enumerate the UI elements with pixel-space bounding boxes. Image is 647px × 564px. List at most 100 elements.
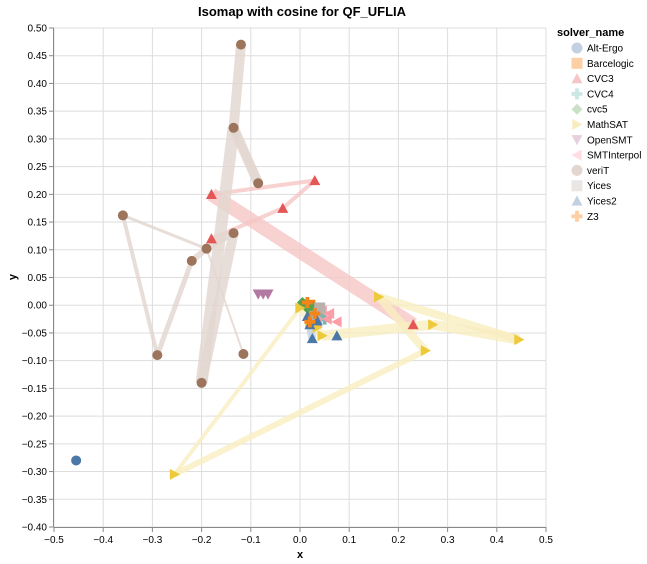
legend-label: CVC4 bbox=[587, 89, 614, 100]
legend-symbol-cvc4 bbox=[571, 88, 583, 100]
point-mathsat bbox=[317, 330, 328, 342]
legend-symbol-mathsat bbox=[572, 119, 583, 130]
y-axis-title: y bbox=[7, 273, 19, 280]
legend-title: solver_name bbox=[557, 27, 624, 39]
point-yices2 bbox=[306, 332, 318, 344]
point-verit bbox=[152, 350, 163, 361]
path-segment-verit bbox=[205, 248, 245, 355]
legend-label: Yices2 bbox=[587, 197, 617, 208]
legend-symbol-barcelogic bbox=[571, 57, 583, 69]
point-verit bbox=[238, 349, 249, 360]
path-segment-verit bbox=[120, 214, 160, 356]
y-tick-label: 0.35 bbox=[28, 107, 48, 118]
path-segment-verit bbox=[122, 214, 208, 251]
x-tick-label: −0.4 bbox=[93, 535, 113, 546]
point-verit bbox=[117, 210, 128, 221]
point-verit bbox=[186, 255, 197, 266]
point-yices bbox=[314, 302, 326, 314]
y-tick-label: 0.30 bbox=[28, 134, 48, 145]
path-segment-verit bbox=[196, 232, 239, 384]
y-tick-label: 0.50 bbox=[28, 24, 48, 35]
point-cvc3 bbox=[309, 174, 321, 186]
y-tick-label: 0.00 bbox=[28, 301, 48, 312]
legend-label: Z3 bbox=[587, 212, 599, 223]
path-segment-mathsat bbox=[377, 293, 521, 344]
legend-label: Alt-Ergo bbox=[587, 44, 624, 55]
grid bbox=[53, 27, 547, 528]
legend-symbol-yices bbox=[571, 180, 583, 192]
y-tick-label: −0.35 bbox=[22, 495, 48, 506]
legend: solver_name Alt-Ergo Barcelogic CVC3 CVC4 cv… bbox=[557, 27, 641, 223]
legend-symbol-opensmt bbox=[571, 135, 583, 146]
point-opensmt bbox=[262, 289, 274, 300]
x-tick-label: 0.0 bbox=[293, 535, 307, 546]
point-verit bbox=[201, 243, 212, 254]
x-tick-label: −0.1 bbox=[241, 535, 261, 546]
legend-symbol-alt-ergo bbox=[571, 42, 583, 54]
point-mathsat bbox=[374, 291, 385, 303]
legend-label: cvc5 bbox=[587, 105, 608, 116]
y-tick-label: 0.20 bbox=[28, 190, 48, 201]
x-tick-label: 0.2 bbox=[391, 535, 405, 546]
point-verit bbox=[235, 39, 246, 50]
x-tick-label: 0.3 bbox=[441, 535, 455, 546]
point-mathsat bbox=[169, 468, 181, 480]
legend-label: Barcelogic bbox=[587, 59, 634, 70]
point-yices2 bbox=[331, 330, 343, 341]
legend-label: SMTInterpol bbox=[587, 151, 641, 162]
point-verit bbox=[253, 178, 264, 189]
y-tick-label: 0.40 bbox=[28, 79, 48, 90]
legend-symbol-cvc3 bbox=[571, 73, 583, 84]
chart-title: Isomap with cosine for QF_UFLIA bbox=[198, 4, 407, 19]
legend-label: veriT bbox=[587, 166, 609, 177]
point-z3 bbox=[304, 316, 316, 328]
data-points bbox=[71, 39, 525, 480]
point-cvc3 bbox=[205, 188, 217, 200]
y-tick-label: −0.05 bbox=[22, 328, 48, 339]
y-tick-label: 0.15 bbox=[28, 218, 48, 229]
path-segment-verit bbox=[154, 260, 195, 356]
legend-label: MathSAT bbox=[587, 120, 628, 131]
legend-symbol-verit bbox=[571, 164, 583, 176]
point-cvc3 bbox=[205, 233, 217, 244]
axes: −0.5 −0.4 −0.3 −0.2 −0.1 0.0 0.1 0.2 0.3 0.4 0.5 0.… bbox=[22, 24, 554, 547]
y-tick-label: −0.25 bbox=[22, 439, 48, 450]
point-z3 bbox=[301, 296, 313, 308]
legend-label: CVC3 bbox=[587, 74, 614, 85]
path-segment-verit bbox=[228, 44, 246, 129]
x-tick-label: −0.3 bbox=[143, 535, 163, 546]
point-mathsat bbox=[514, 334, 525, 346]
y-tick-label: −0.30 bbox=[22, 467, 48, 478]
path-segment-mathsat bbox=[172, 306, 302, 476]
x-tick-label: 0.5 bbox=[539, 535, 553, 546]
point-cvc3 bbox=[277, 202, 289, 213]
y-tick-label: 0.25 bbox=[28, 162, 48, 173]
y-tick-label: 0.05 bbox=[28, 273, 48, 284]
point-smtinterpol bbox=[321, 313, 332, 325]
legend-symbol-yices2 bbox=[571, 195, 583, 206]
point-verit bbox=[228, 228, 239, 239]
x-tick-label: −0.2 bbox=[192, 535, 212, 546]
y-tick-label: −0.10 bbox=[22, 356, 48, 367]
y-tick-label: −0.20 bbox=[22, 412, 48, 423]
y-tick-label: 0.10 bbox=[28, 245, 48, 256]
point-mathsat bbox=[420, 345, 431, 357]
point-mathsat bbox=[295, 302, 306, 314]
x-tick-label: 0.4 bbox=[490, 535, 504, 546]
point-verit bbox=[228, 122, 239, 133]
x-tick-label: 0.1 bbox=[342, 535, 356, 546]
point-cvc3 bbox=[407, 319, 419, 330]
x-axis-title: x bbox=[297, 549, 304, 561]
point-mathsat bbox=[428, 319, 439, 331]
point-alt-ergo bbox=[71, 455, 82, 466]
legend-symbol-z3 bbox=[571, 210, 583, 222]
y-tick-label: −0.15 bbox=[22, 384, 48, 395]
series-paths bbox=[120, 44, 521, 478]
path-segment-verit bbox=[205, 230, 236, 252]
x-tick-label: −0.5 bbox=[44, 535, 64, 546]
legend-label: OpenSMT bbox=[587, 135, 633, 146]
path-segment-mathsat bbox=[375, 294, 429, 354]
path-segment-mathsat bbox=[173, 347, 427, 478]
legend-label: Yices bbox=[587, 181, 611, 192]
